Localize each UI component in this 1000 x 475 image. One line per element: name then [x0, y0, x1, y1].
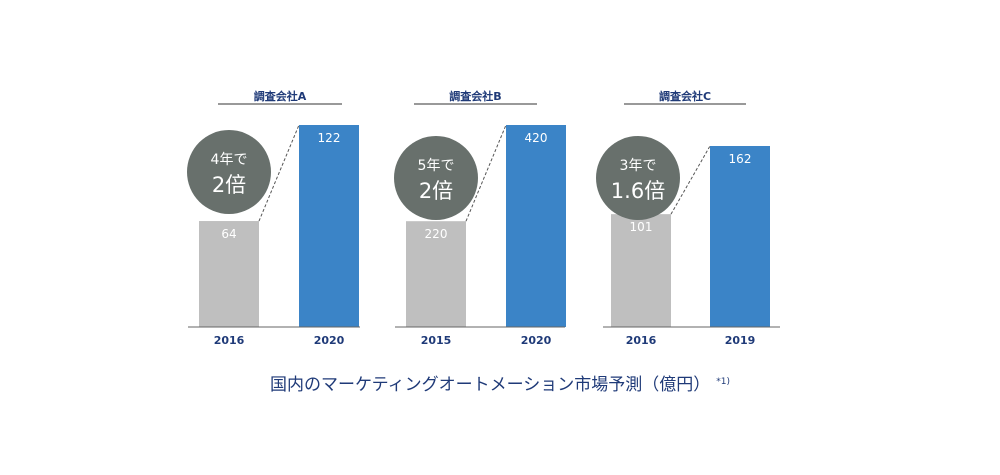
x-tick-label: 2015: [421, 334, 452, 347]
growth-connector: [258, 124, 300, 222]
x-tick-label: 2016: [214, 334, 245, 347]
chart-caption: 国内のマーケティングオートメーション市場予測（億円） *1): [0, 370, 1000, 395]
growth-callout-line2: 2倍: [212, 173, 246, 197]
growth-callout-line1: 4年で: [211, 152, 248, 168]
growth-connector: [465, 124, 507, 222]
bar-new: [506, 125, 566, 327]
growth-callout-bubble: [596, 136, 680, 220]
growth-callout-line2: 1.6倍: [611, 179, 665, 203]
bar-old: [406, 221, 466, 327]
bar-new: [710, 146, 770, 327]
bar-value-label: 101: [630, 220, 653, 234]
bar-value-label: 162: [729, 152, 752, 166]
growth-callout-line1: 3年で: [620, 158, 657, 174]
growth-callout-line1: 5年で: [418, 158, 455, 174]
bar-old: [199, 221, 259, 327]
growth-connector: [670, 145, 711, 215]
caption-text: 国内のマーケティングオートメーション市場予測（億円）: [269, 375, 711, 395]
growth-callout-bubble: [394, 136, 478, 220]
panel-title: 調査会社A: [254, 89, 307, 103]
panel-title: 調査会社B: [449, 89, 501, 103]
x-tick-label: 2020: [314, 334, 345, 347]
bar-value-label: 220: [425, 227, 448, 241]
x-tick-label: 2016: [626, 334, 657, 347]
bar-value-label: 420: [525, 131, 548, 145]
growth-callout-line2: 2倍: [419, 179, 453, 203]
panel-title: 調査会社C: [659, 89, 711, 103]
bar-old: [611, 214, 671, 327]
x-tick-label: 2019: [725, 334, 756, 347]
x-tick-label: 2020: [521, 334, 552, 347]
bar-new: [299, 125, 359, 327]
bar-value-label: 122: [318, 131, 341, 145]
bar-value-label: 64: [221, 227, 236, 241]
caption-footnote: *1): [716, 377, 731, 387]
growth-callout-bubble: [187, 130, 271, 214]
